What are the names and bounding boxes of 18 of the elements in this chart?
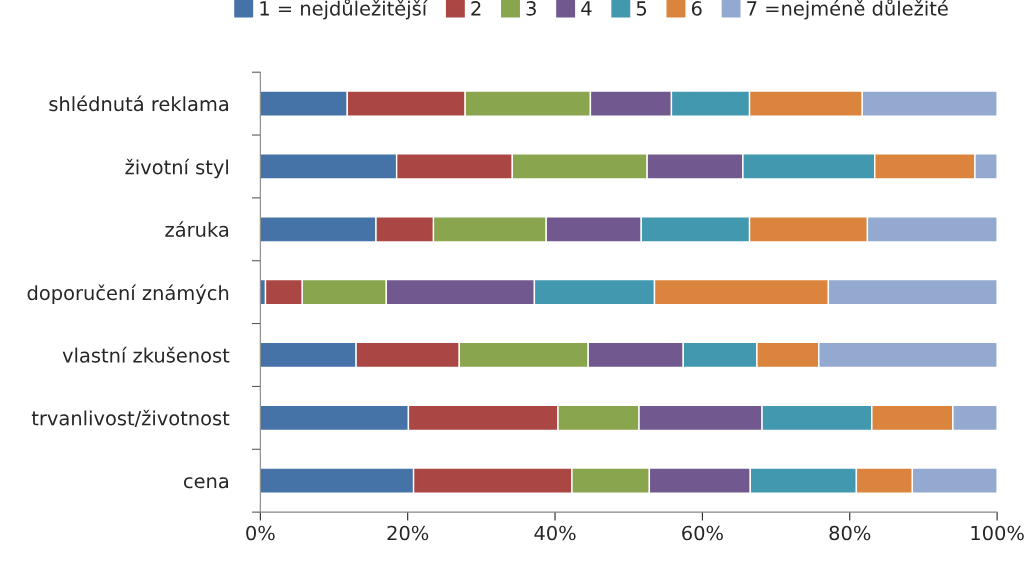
legend-label: 5	[636, 1, 647, 16]
x-tick-label: 20%	[387, 525, 429, 541]
x-tick-label: 80%	[829, 525, 871, 541]
y-tick-label: záruka	[165, 221, 229, 237]
legend-label: 6	[691, 1, 702, 16]
y-tick-label: shlédnutá reklama	[49, 95, 229, 112]
y-tick-label: vlastní zkušenost	[62, 346, 230, 363]
y-tick-label: trvanlivost/životnost	[31, 409, 230, 428]
x-tick-label: 40%	[534, 525, 576, 541]
x-tick-label: 60%	[682, 525, 723, 541]
y-tick-label: cena	[183, 477, 229, 489]
legend-label: 3	[526, 1, 536, 16]
legend-label: 2	[471, 1, 481, 16]
x-tick-label: 100%	[971, 525, 1024, 541]
y-tick-label: životní styl	[125, 158, 228, 179]
x-tick-label: 0%	[246, 525, 275, 541]
legend-label: 4	[581, 1, 592, 16]
y-tick-label: doporučení známých	[27, 284, 229, 304]
